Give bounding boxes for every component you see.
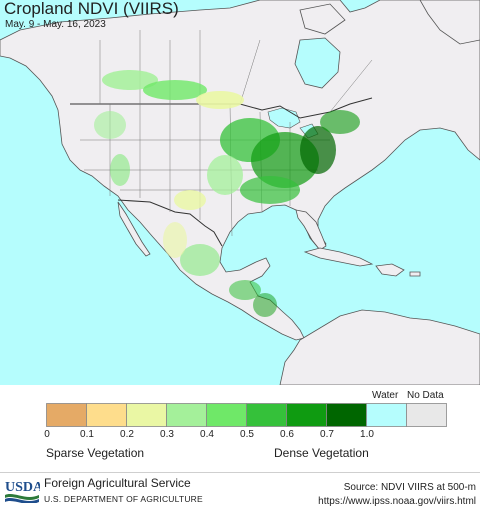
- legend-tick-0.3: 0.3: [160, 429, 174, 440]
- hudson-bay: [294, 37, 341, 89]
- legend-tick-0.2: 0.2: [120, 429, 134, 440]
- legend-low-caption: Sparse Vegetation: [46, 446, 145, 460]
- source-text: Source: NDVI VIIRS at 500-m: [343, 482, 476, 493]
- south-america: [279, 309, 480, 385]
- legend-water-label: Water: [372, 390, 399, 401]
- us-mexico-border: [117, 199, 223, 247]
- legend-swatch-3: [166, 403, 207, 427]
- legend-swatch-7: [326, 403, 367, 427]
- legend-swatch-9: [406, 403, 447, 427]
- vegetation-overlay: [94, 70, 360, 317]
- legend-swatch-1: [86, 403, 127, 427]
- ndvi-map: [0, 0, 480, 385]
- legend-swatch-8: [366, 403, 407, 427]
- us-canada-border: [70, 97, 373, 119]
- legend-color-bar: [46, 403, 447, 427]
- footer-divider: [0, 472, 480, 473]
- baja-california: [117, 201, 151, 257]
- legend-swatch-4: [206, 403, 247, 427]
- legend-swatch-5: [246, 403, 287, 427]
- cuba: [303, 247, 374, 267]
- legend-tick-0: 0: [44, 429, 50, 440]
- legend-nodata-label: No Data: [407, 390, 444, 401]
- arctic-island: [299, 3, 346, 35]
- legend-tick-0.6: 0.6: [280, 429, 294, 440]
- svg-text:USDA: USDA: [5, 480, 40, 495]
- date-range: May. 9 - May. 16, 2023: [5, 19, 106, 30]
- florida: [295, 209, 327, 251]
- usda-logo: USDA: [5, 480, 40, 503]
- hispaniola: [375, 263, 405, 277]
- greenland: [419, 0, 480, 45]
- department-name: U.S. DEPARTMENT OF AGRICULTURE: [44, 494, 203, 504]
- legend-tick-0.5: 0.5: [240, 429, 254, 440]
- agency-name: Foreign Agricultural Service: [44, 476, 191, 490]
- legend-swatch-6: [286, 403, 327, 427]
- legend-tick-0.4: 0.4: [200, 429, 214, 440]
- legend-swatch-2: [126, 403, 167, 427]
- source-url[interactable]: https://www.ipss.noaa.gov/viirs.html: [318, 496, 476, 507]
- legend-swatch-0: [46, 403, 87, 427]
- legend-tick-0.7: 0.7: [320, 429, 334, 440]
- map-title: Cropland NDVI (VIIRS): [4, 0, 179, 18]
- legend-tick-1.0: 1.0: [360, 429, 374, 440]
- legend-tick-0.1: 0.1: [80, 429, 94, 440]
- legend-high-caption: Dense Vegetation: [274, 446, 369, 460]
- puerto-rico: [409, 271, 421, 277]
